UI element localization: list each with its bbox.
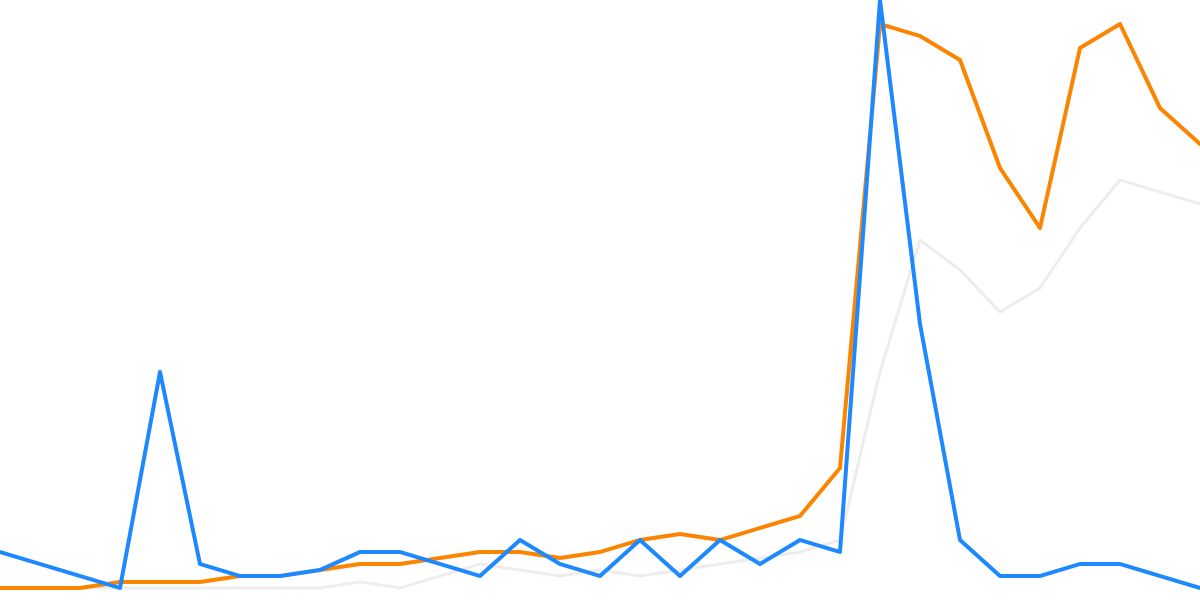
line-series-grey xyxy=(0,180,1200,588)
line-series-blue xyxy=(0,0,1200,588)
line-series-orange xyxy=(0,24,1200,588)
line-chart xyxy=(0,0,1200,600)
